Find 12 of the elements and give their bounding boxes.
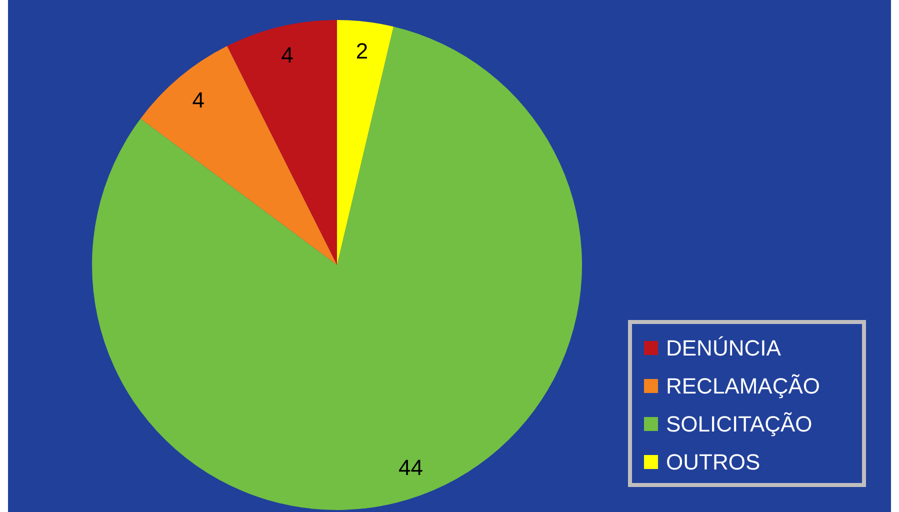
legend-label: SOLICITAÇÃO bbox=[666, 412, 812, 436]
data-label: 44 bbox=[398, 455, 423, 480]
legend-label: RECLAMAÇÃO bbox=[666, 374, 820, 398]
data-label: 2 bbox=[356, 38, 368, 64]
pie-slice bbox=[337, 20, 394, 265]
legend-label: DENÚNCIA bbox=[666, 336, 782, 360]
data-label: 4 bbox=[281, 42, 294, 68]
pie-slice bbox=[227, 20, 337, 265]
pie-slice bbox=[92, 26, 582, 510]
pie-slice bbox=[140, 46, 337, 265]
data-label: 4 bbox=[192, 87, 205, 112]
legend-label: OUTROS bbox=[666, 450, 760, 474]
